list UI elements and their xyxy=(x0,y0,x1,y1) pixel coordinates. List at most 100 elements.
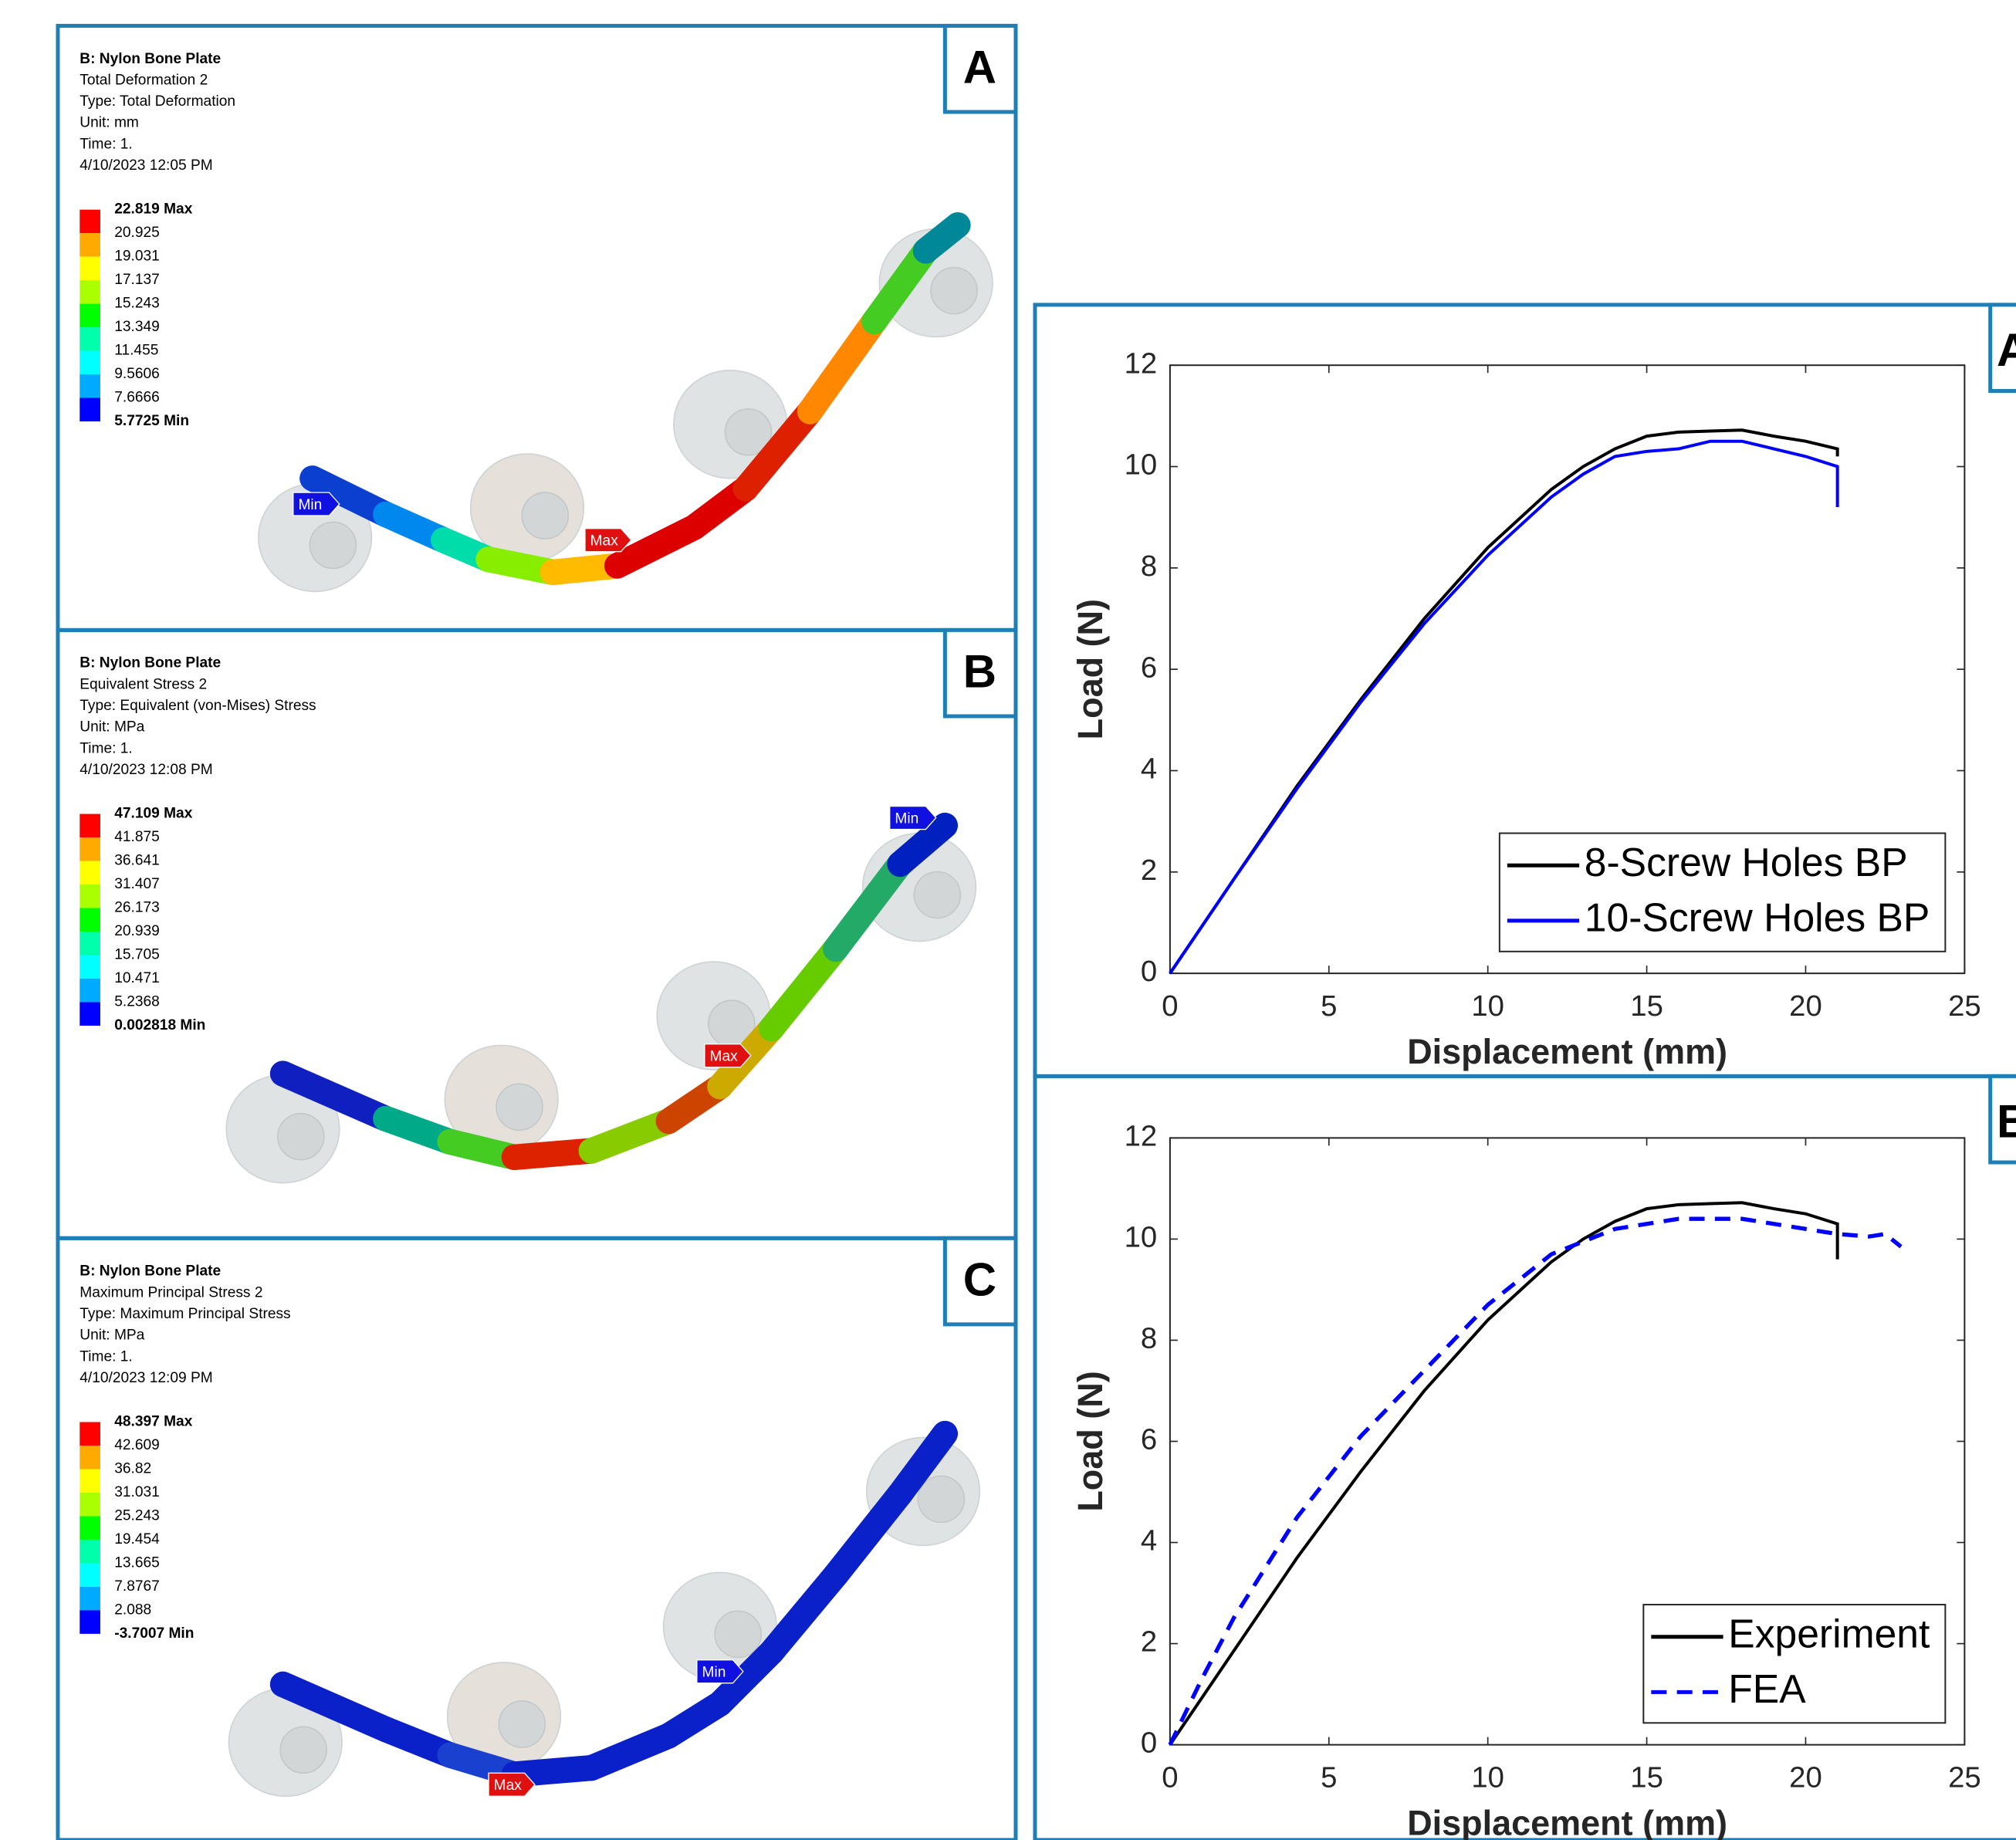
cylinder-hole xyxy=(310,522,356,568)
x-tick-label: 15 xyxy=(1630,989,1663,1023)
y-tick-label: 4 xyxy=(1141,753,1157,786)
header-line: Total Deformation 2 xyxy=(79,72,208,88)
legend-level: 41.875 xyxy=(114,829,160,845)
cylinder-hole xyxy=(914,872,960,918)
color-box xyxy=(79,233,100,256)
panel-label: C xyxy=(963,1253,996,1305)
legend-level: 9.5606 xyxy=(114,366,160,382)
y-tick-label: 10 xyxy=(1125,448,1158,482)
header-line: Unit: MPa xyxy=(79,1328,144,1344)
x-tick-label: 10 xyxy=(1471,1761,1504,1794)
legend: 8-Screw Holes BP 10-Screw Holes BP xyxy=(1500,834,1946,952)
color-box xyxy=(79,398,100,421)
color-box xyxy=(79,1587,100,1610)
header-line: B: Nylon Bone Plate xyxy=(79,1263,221,1280)
panel-label: B xyxy=(963,646,996,698)
legend-label: FEA xyxy=(1728,1666,1806,1711)
legend-level: 15.243 xyxy=(114,296,160,312)
x-tick-label: 5 xyxy=(1321,1761,1337,1794)
color-box xyxy=(79,1610,100,1633)
cylinder-hole xyxy=(499,1701,545,1747)
color-box xyxy=(79,1563,100,1586)
legend-level: 13.349 xyxy=(114,319,160,335)
header-line: 4/10/2023 12:09 PM xyxy=(79,1370,212,1386)
header-line: Type: Total Deformation xyxy=(79,93,235,110)
x-tick-label: 15 xyxy=(1630,1761,1663,1794)
line-chart: B0510152025024681012Displacement (mm)Loa… xyxy=(1035,1076,2016,1840)
color-box xyxy=(79,1446,100,1469)
y-tick-label: 10 xyxy=(1125,1221,1158,1254)
legend-label: Experiment xyxy=(1728,1611,1930,1656)
probe-label: Max xyxy=(590,533,619,549)
y-tick-label: 4 xyxy=(1141,1524,1157,1558)
legend-level: 20.925 xyxy=(114,225,160,241)
color-box xyxy=(79,280,100,303)
legend-level: 5.7725 Min xyxy=(114,413,189,429)
legend-level: 7.8767 xyxy=(114,1578,160,1595)
y-tick-label: 2 xyxy=(1141,1625,1157,1659)
header-line: Type: Equivalent (von-Mises) Stress xyxy=(79,698,316,714)
legend-level: 17.137 xyxy=(114,272,160,288)
probe-label: Max xyxy=(494,1777,523,1794)
color-box xyxy=(79,1002,100,1025)
header-line: B: Nylon Bone Plate xyxy=(79,655,221,671)
legend-level: 13.665 xyxy=(114,1554,160,1571)
color-box xyxy=(79,257,100,280)
legend-level: 5.2368 xyxy=(114,994,160,1010)
y-axis-label: Load (N) xyxy=(1071,599,1110,739)
legend-level: 25.243 xyxy=(114,1508,160,1524)
color-box xyxy=(79,304,100,327)
y-tick-label: 8 xyxy=(1141,550,1157,583)
legend-level: 47.109 Max xyxy=(114,806,192,822)
legend-level: 7.6666 xyxy=(114,390,160,406)
legend-level: 19.454 xyxy=(114,1531,160,1547)
header-line: Maximum Principal Stress 2 xyxy=(79,1284,262,1301)
header-line: Unit: MPa xyxy=(79,719,144,736)
panel-label: A xyxy=(1997,324,2016,376)
y-tick-label: 12 xyxy=(1125,347,1158,380)
color-box xyxy=(79,908,100,932)
x-tick-label: 10 xyxy=(1471,989,1504,1023)
legend-level: 36.82 xyxy=(114,1461,151,1477)
color-box xyxy=(79,814,100,837)
legend-level: 31.407 xyxy=(114,876,160,892)
cylinder-hole xyxy=(931,268,977,314)
color-box xyxy=(79,1493,100,1516)
color-box xyxy=(79,351,100,374)
legend-level: 2.088 xyxy=(114,1602,151,1618)
color-box xyxy=(79,1469,100,1492)
line-chart: A0510152025024681012Displacement (mm)Loa… xyxy=(1035,305,2016,1076)
color-box xyxy=(79,1516,100,1539)
cylinder-hole xyxy=(522,492,568,539)
cylinder-hole xyxy=(278,1114,324,1160)
legend-level: 26.173 xyxy=(114,900,160,916)
header-line: B: Nylon Bone Plate xyxy=(79,51,221,67)
legend-level: 48.397 Max xyxy=(114,1414,192,1430)
header-line: Time: 1. xyxy=(79,740,132,756)
legend: Experiment FEA xyxy=(1643,1605,1945,1723)
legend-level: 15.705 xyxy=(114,947,160,963)
probe-label: Min xyxy=(895,810,918,827)
x-tick-label: 0 xyxy=(1162,989,1178,1023)
y-axis-label: Load (N) xyxy=(1071,1371,1110,1511)
color-box xyxy=(79,955,100,978)
legend-label: 10-Screw Holes BP xyxy=(1585,895,1930,939)
header-line: Type: Maximum Principal Stress xyxy=(79,1306,290,1322)
y-tick-label: 2 xyxy=(1141,854,1157,887)
color-box xyxy=(79,979,100,1002)
color-box xyxy=(79,861,100,884)
cylinder-hole xyxy=(280,1727,326,1773)
color-box xyxy=(79,327,100,350)
x-axis-label: Displacement (mm) xyxy=(1407,1032,1727,1071)
x-axis-label: Displacement (mm) xyxy=(1407,1803,1727,1840)
color-box xyxy=(79,210,100,233)
x-tick-label: 20 xyxy=(1789,989,1822,1023)
figure: A B: Nylon Bone Plate Total Deformation 2 T… xyxy=(0,0,2016,1840)
y-tick-label: 12 xyxy=(1125,1119,1158,1152)
legend-level: 0.002818 Min xyxy=(114,1017,205,1033)
cylinder-hole xyxy=(496,1084,543,1130)
color-box xyxy=(79,374,100,397)
header-line: 4/10/2023 12:05 PM xyxy=(79,157,212,174)
cylinder-hole xyxy=(715,1611,761,1657)
legend-label: 8-Screw Holes BP xyxy=(1585,840,1908,884)
